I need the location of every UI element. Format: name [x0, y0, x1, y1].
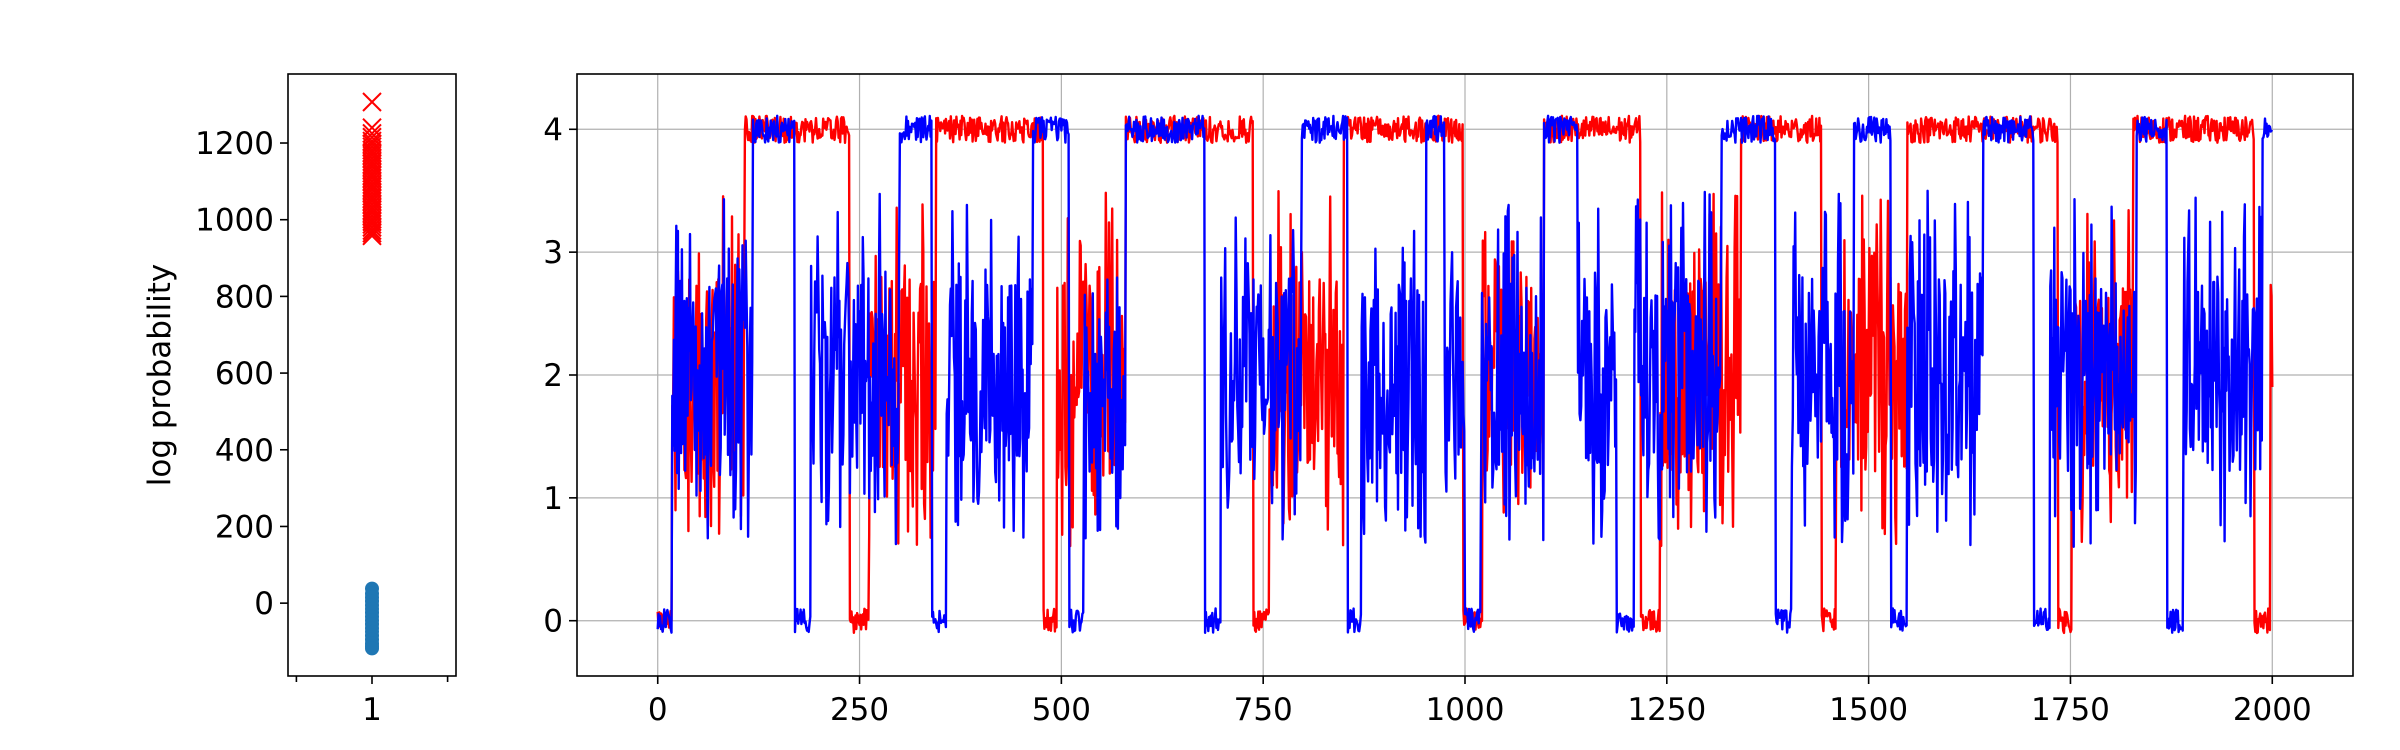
left-y-tick-label: 400 [215, 433, 274, 469]
scatter-point-x [362, 217, 382, 238]
left-y-ticks: 0 200 400 600 800 1000 1200 [195, 126, 288, 622]
right-x-tick-label: 2000 [2233, 692, 2312, 728]
right-series-lines [656, 114, 2274, 635]
right-x-tick-label: 500 [1032, 692, 1091, 728]
scatter-point-x [362, 226, 382, 246]
right-y-tick-label: 0 [543, 604, 563, 640]
right-y-tick-label: 4 [543, 112, 563, 148]
blue-trace-line [656, 114, 2274, 634]
left-scatter-points [362, 92, 382, 656]
trace-line-panel: 0 1 2 3 4 0 250 500 750 1000 1250 1500 1750 2000 [543, 73, 2354, 728]
scatter-point-x [362, 117, 382, 138]
left-y-tick-label: 0 [254, 586, 274, 622]
left-y-tick-label: 1200 [195, 126, 274, 162]
right-x-tick-label: 750 [1234, 692, 1293, 728]
right-x-tick-label: 1750 [2031, 692, 2110, 728]
left-y-tick-label: 200 [215, 509, 274, 545]
scatter-point-x [362, 92, 382, 112]
right-x-tick-label: 0 [648, 692, 668, 728]
right-x-tick-label: 1500 [1829, 692, 1908, 728]
scatter-point-x [362, 123, 382, 144]
right-x-tick-label: 1000 [1426, 692, 1505, 728]
left-x-ticks: 1 [295, 676, 449, 728]
scatter-point-x [362, 223, 382, 243]
left-y-tick-label: 1000 [195, 203, 274, 239]
right-x-tick-label: 1250 [1627, 692, 1706, 728]
scatter-point-x [362, 220, 382, 241]
left-x-tick-label: 1 [362, 692, 382, 728]
scatter-point-circle [365, 641, 379, 656]
left-axes-frame [287, 73, 457, 677]
right-x-tick-label: 250 [830, 692, 889, 728]
left-y-tick-label: 600 [215, 356, 274, 392]
right-y-ticks: 0 1 2 3 4 [543, 112, 577, 640]
right-y-tick-label: 1 [543, 481, 563, 517]
right-y-tick-label: 2 [543, 358, 563, 394]
right-y-tick-label: 3 [543, 235, 563, 271]
right-axes-frame [576, 73, 2354, 677]
left-y-tick-label: 800 [215, 279, 274, 315]
log-probability-scatter-panel: 0 200 400 600 800 1000 1200 1 log probability [142, 73, 457, 728]
left-y-axis-label: log probability [142, 264, 178, 487]
right-x-ticks: 0 250 500 750 1000 1250 1500 1750 2000 [648, 676, 2312, 728]
